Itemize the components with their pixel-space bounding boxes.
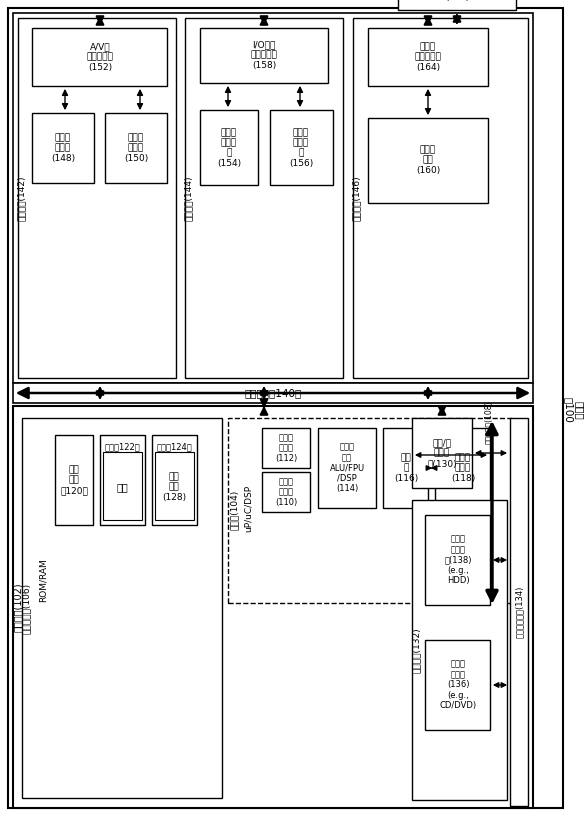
- Bar: [13, 406, 533, 808]
- Text: 存储器总线(108): 存储器总线(108): [483, 400, 492, 444]
- Text: uP/uC/DSP: uP/uC/DSP: [244, 484, 253, 532]
- Bar: [100, 435, 145, 525]
- Text: 基本配置(102): 基本配置(102): [13, 582, 23, 631]
- Bar: [368, 28, 488, 86]
- Bar: [155, 452, 194, 520]
- Text: 程序（122）: 程序（122）: [104, 442, 140, 451]
- Bar: [425, 640, 490, 730]
- Text: 可移除
储存器
(136)
(e.g.,
CD/DVD): 可移除 储存器 (136) (e.g., CD/DVD): [440, 659, 476, 710]
- Text: A/V接
口（多个）
(152): A/V接 口（多个） (152): [87, 42, 114, 72]
- Bar: [105, 113, 167, 183]
- Text: 程序
数据
(128): 程序 数据 (128): [162, 472, 186, 502]
- Bar: [353, 18, 528, 378]
- Bar: [185, 18, 343, 378]
- Bar: [152, 435, 197, 525]
- Text: 系统存储器(106): 系统存储器(106): [22, 582, 30, 634]
- Bar: [103, 452, 142, 520]
- Bar: [318, 428, 376, 508]
- Bar: [13, 13, 533, 383]
- Text: 通信设备(146): 通信设备(146): [352, 175, 360, 221]
- Bar: [368, 118, 488, 203]
- Bar: [200, 110, 258, 185]
- Text: 音频处
理单元
(150): 音频处 理单元 (150): [124, 133, 148, 163]
- Text: 图像处
理单元
(148): 图像处 理单元 (148): [51, 133, 75, 163]
- Text: 二级高
速缓存
(112): 二级高 速缓存 (112): [275, 433, 297, 463]
- Text: 不可移
除储存
器(138)
(e.g.,
HDD): 不可移 除储存 器(138) (e.g., HDD): [444, 535, 472, 586]
- Text: 计算设
备100: 计算设 备100: [563, 397, 585, 423]
- Bar: [510, 418, 528, 806]
- Bar: [412, 500, 507, 800]
- Text: 储存接口总线(134): 储存接口总线(134): [515, 586, 523, 638]
- Bar: [262, 472, 310, 512]
- Text: 处理器(104): 处理器(104): [230, 490, 239, 530]
- Text: 输出设备(142): 输出设备(142): [16, 175, 26, 221]
- Text: 通信接
口（多个）
(164): 通信接 口（多个） (164): [414, 42, 441, 72]
- Text: 网络控
制器
(160): 网络控 制器 (160): [416, 145, 440, 175]
- Text: 指令: 指令: [116, 482, 128, 492]
- Bar: [383, 428, 428, 508]
- Bar: [13, 383, 533, 403]
- Bar: [200, 28, 328, 83]
- Bar: [18, 18, 176, 378]
- Bar: [22, 418, 222, 798]
- Bar: [55, 435, 93, 525]
- Bar: [398, 0, 516, 10]
- Text: I/O协议
口（多个）
(158): I/O协议 口（多个） (158): [251, 40, 277, 70]
- Bar: [425, 515, 490, 605]
- Text: 一级高
速缓存
(110): 一级高 速缓存 (110): [275, 477, 297, 507]
- Text: 接口总线（140）: 接口总线（140）: [244, 388, 302, 398]
- Text: 存储器
控制器
(118): 存储器 控制器 (118): [451, 453, 475, 483]
- Bar: [32, 113, 94, 183]
- Bar: [435, 428, 490, 508]
- Text: 基础计
算设备
（多个）
(162): 基础计 算设备 （多个） (162): [445, 0, 469, 2]
- Text: 储存设备(132): 储存设备(132): [411, 627, 421, 673]
- Text: 串行接
口控制
器
(154): 串行接 口控制 器 (154): [217, 128, 241, 168]
- Bar: [412, 418, 472, 488]
- Text: 并行接
口控制
器
(156): 并行接 口控制 器 (156): [289, 128, 313, 168]
- Text: 寄存
器
(116): 寄存 器 (116): [394, 453, 418, 483]
- Text: ROM/RAM: ROM/RAM: [39, 558, 47, 602]
- Text: 总线/接
口控制
器(130): 总线/接 口控制 器(130): [427, 438, 457, 468]
- Bar: [32, 28, 167, 86]
- Text: 数据（124）: 数据（124）: [156, 442, 192, 451]
- Text: 操作
系统
（120）: 操作 系统 （120）: [60, 465, 88, 495]
- Bar: [228, 418, 513, 603]
- Bar: [262, 428, 310, 468]
- Text: 处理器
核心
ALU/FPU
/DSP
(114): 处理器 核心 ALU/FPU /DSP (114): [329, 443, 364, 493]
- Bar: [270, 110, 333, 185]
- Text: 外围接口(144): 外围接口(144): [183, 175, 192, 221]
